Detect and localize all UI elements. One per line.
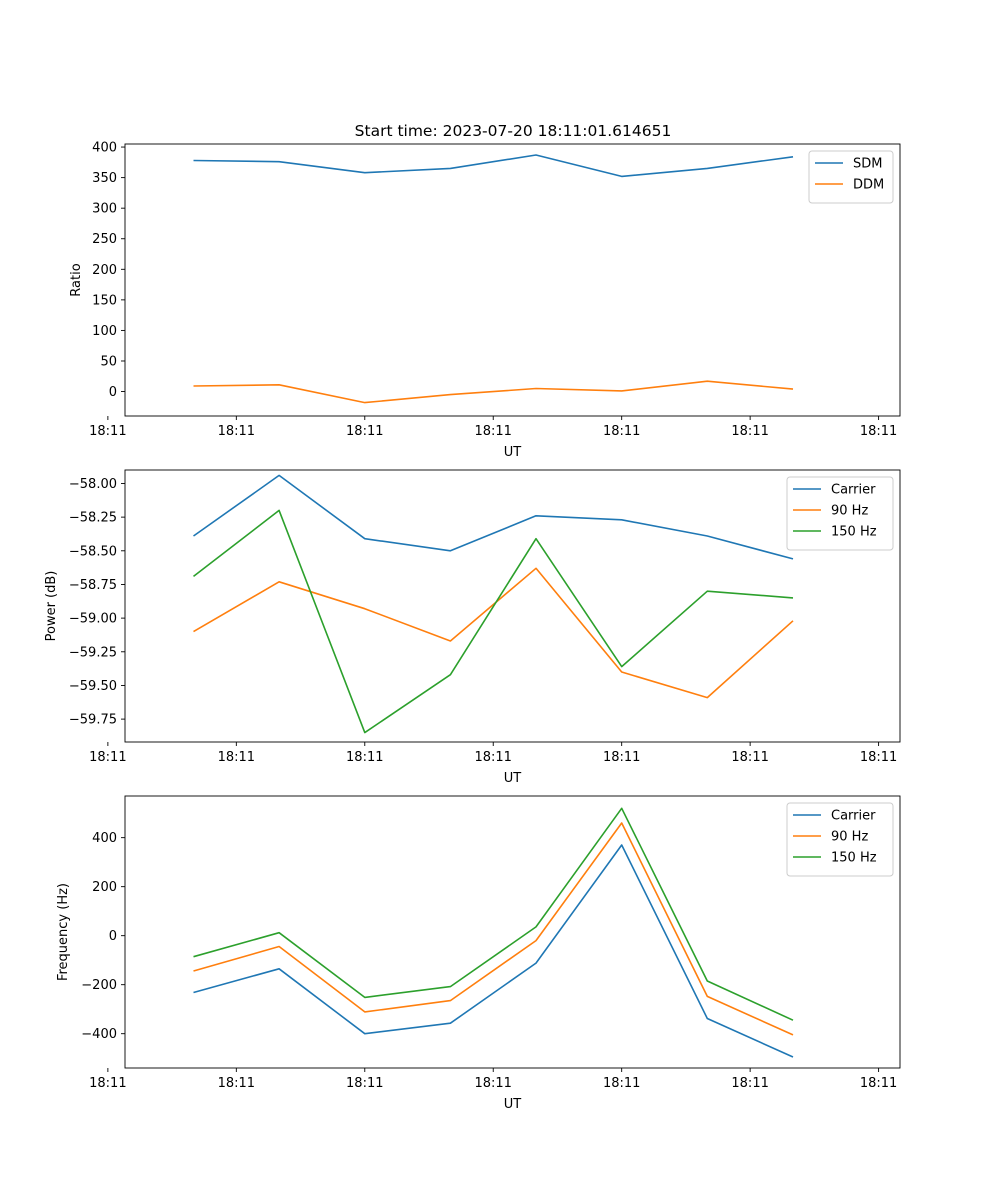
x-axis-label: UT [504, 771, 522, 786]
y-tick-label: 400 [92, 831, 117, 846]
y-tick-label: 350 [92, 171, 117, 186]
x-tick-label: 18:11 [731, 1076, 768, 1091]
power-axes-frame [124, 469, 901, 743]
power-panel: 18:11 18:11 18:11 18:11 18:11 18:11 18:11 −58.0… [44, 469, 901, 786]
x-axis-label: UT [504, 1097, 522, 1112]
x-tick-label: 18:11 [603, 1076, 640, 1091]
legend-label: DDM [853, 178, 884, 193]
legend-box [808, 150, 894, 204]
x-tick-label: 18:11 [474, 424, 511, 439]
x-tick-label: 18:11 [860, 1076, 897, 1091]
y-tick-label: −58.50 [69, 544, 117, 559]
x-tick-label: 18:11 [346, 1076, 383, 1091]
legend-label: 90 Hz [831, 830, 868, 845]
frequency-series-line-1 [193, 844, 794, 1058]
y-tick-label: −59.75 [69, 713, 117, 728]
x-tick-label: 18:11 [218, 424, 255, 439]
y-axis-label: Frequency (Hz) [56, 883, 71, 981]
power-series-line-1 [193, 474, 794, 560]
x-tick-label: 18:11 [731, 424, 768, 439]
y-tick-label: 0 [109, 929, 117, 944]
legend-label: Carrier [831, 483, 876, 498]
figure-title: Start time: 2023-07-20 18:11:01.614651 [355, 122, 672, 140]
x-tick-label: 18:11 [218, 750, 255, 765]
y-tick-label: 200 [92, 263, 117, 278]
y-tick-label: 100 [92, 324, 117, 339]
ratio-axes-frame [124, 143, 901, 417]
y-tick-label: 300 [92, 202, 117, 217]
x-tick-label: 18:11 [474, 1076, 511, 1091]
x-axis-label: UT [504, 445, 522, 460]
x-tick-label: 18:11 [346, 424, 383, 439]
y-tick-label: 400 [92, 141, 117, 156]
x-tick-label: 18:11 [860, 424, 897, 439]
x-tick-label: 18:11 [474, 750, 511, 765]
power-legend: Carrier 90 Hz 150 Hz [786, 476, 894, 551]
frequency-panel: 18:11 18:11 18:11 18:11 18:11 18:11 18:11 −400 −… [56, 795, 901, 1112]
x-tick-label: 18:11 [346, 750, 383, 765]
frequency-series-line-3 [193, 807, 794, 1021]
x-tick-label: 18:11 [89, 1076, 126, 1091]
x-tick-label: 18:11 [603, 424, 640, 439]
y-tick-label: −58.25 [69, 511, 117, 526]
y-tick-label: 50 [100, 354, 117, 369]
legend-label: 90 Hz [831, 504, 868, 519]
x-tick-label: 18:11 [731, 750, 768, 765]
y-tick-label: 150 [92, 293, 117, 308]
x-tick-label: 18:11 [860, 750, 897, 765]
frequency-series-line-2 [193, 822, 794, 1036]
frequency-axes-frame [124, 795, 901, 1069]
y-tick-label: −58.75 [69, 578, 117, 593]
x-tick-label: 18:11 [89, 750, 126, 765]
y-tick-label: 0 [109, 385, 117, 400]
legend-label: Carrier [831, 809, 876, 824]
y-tick-label: −59.00 [69, 612, 117, 627]
y-axis-label: Ratio [69, 263, 84, 296]
x-tick-label: 18:11 [218, 1076, 255, 1091]
x-tick-label: 18:11 [89, 424, 126, 439]
y-tick-label: −400 [81, 1027, 117, 1042]
power-series-line-2 [193, 567, 794, 699]
power-series-line-3 [193, 509, 794, 734]
legend-label: SDM [853, 157, 882, 172]
legend-label: 150 Hz [831, 525, 877, 540]
y-tick-label: 200 [92, 880, 117, 895]
y-axis-label: Power (dB) [44, 571, 59, 642]
frequency-legend: Carrier 90 Hz 150 Hz [786, 802, 894, 877]
ratio-series-line-1 [193, 154, 794, 178]
y-tick-label: −58.00 [69, 477, 117, 492]
legend-label: 150 Hz [831, 851, 877, 866]
ratio-panel: 18:11 18:11 18:11 18:11 18:11 18:11 18:11 0 50 10… [69, 141, 901, 460]
y-tick-label: −59.50 [69, 679, 117, 694]
y-tick-label: 250 [92, 232, 117, 247]
ratio-series-line-2 [193, 380, 794, 404]
y-tick-label: −59.25 [69, 645, 117, 660]
y-tick-label: −200 [81, 978, 117, 993]
ratio-legend: SDM DDM [808, 150, 894, 204]
x-tick-label: 18:11 [603, 750, 640, 765]
